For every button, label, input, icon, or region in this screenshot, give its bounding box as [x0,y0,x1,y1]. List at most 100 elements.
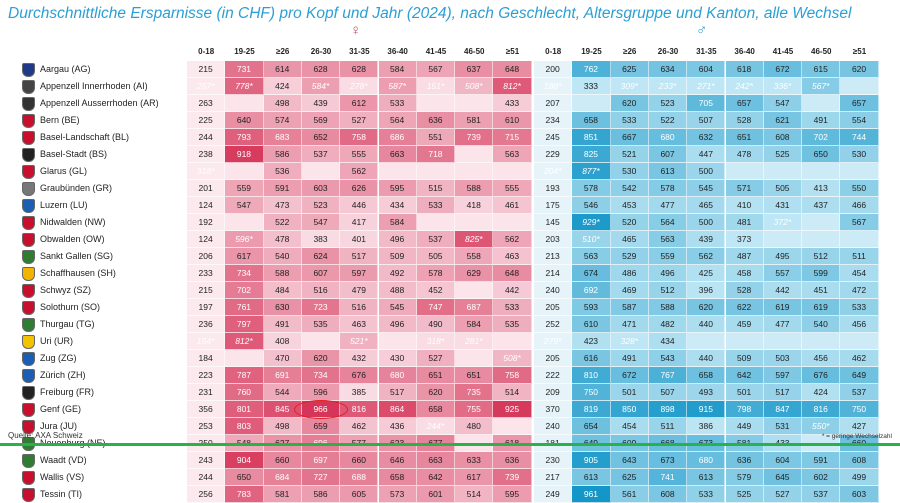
value-cell-male: 500 [687,163,726,180]
value-cell-male: 410 [725,197,764,214]
value-cell-female: 408 [263,333,302,350]
value-cell-female: 562 [493,231,532,248]
value-cell-male: 680 [648,129,688,146]
value-cell-female: 636 [416,112,456,129]
canton-crest-icon [22,249,35,264]
value-cell-male: 449 [725,418,764,435]
value-cell-male: 205 [534,350,573,367]
bottom-accent-line [0,443,900,446]
value-cell-male: 651 [725,129,764,146]
value-cell-female: 584 [378,61,417,78]
value-cell-male: 816 [802,401,841,418]
value-cell-male: 204* [534,163,573,180]
value-cell-male: 213 [534,248,573,265]
value-cell-male: 642 [725,367,764,384]
canton-label: Luzern (LU) [40,200,88,210]
value-cell-female: 516 [340,299,379,316]
value-cell-male: 328* [610,333,649,350]
value-cell-female: 496 [378,316,417,333]
canton-crest-icon [22,317,35,332]
value-cell-female: 761 [225,299,264,316]
value-cell-female: 734 [225,265,264,282]
value-cell-male: 559 [648,248,688,265]
value-cell-male: 672 [610,367,649,384]
value-cell-male: 336* [763,78,803,95]
value-cell-female [455,214,494,231]
value-cell-male: 680 [687,452,726,469]
value-cell-male: 462 [840,350,879,367]
value-cell-male: 579 [725,469,764,486]
value-cell-female: 607 [301,265,341,282]
value-cell-male: 469 [610,282,649,299]
value-cell-female: 154* [187,333,226,350]
value-cell-female [455,282,494,299]
value-cell-male: 543 [648,350,688,367]
value-cell-male: 458 [725,265,764,282]
value-cell-female [416,214,456,231]
value-cell-male: 309* [610,78,649,95]
value-cell-male [763,163,803,180]
value-cell-female: 778* [225,78,264,95]
value-cell-male: 533 [610,112,649,129]
value-cell-female: 491 [263,316,302,333]
value-cell-male: 245 [534,129,573,146]
value-cell-female [493,333,532,350]
value-cell-male: 252 [534,316,573,333]
column-header-male: 26-30 [657,47,679,56]
column-header-male: 46-50 [811,47,832,56]
value-cell-female: 492 [378,265,417,282]
value-cell-female: 803 [225,418,264,435]
value-cell-female: 760 [225,384,264,401]
value-cell-male: 145 [534,214,573,231]
value-cell-female: 597 [340,265,379,282]
value-cell-female: 430 [378,350,417,367]
value-cell-male: 705 [687,95,726,112]
value-cell-male: 482 [648,316,688,333]
value-cell-female: 683 [263,129,302,146]
value-cell-male: 961 [572,486,611,503]
value-cell-female: 433 [493,95,532,112]
canton-label: Obwalden (OW) [40,234,105,244]
value-cell-male: 877* [572,163,611,180]
value-cell-female: 591 [263,180,302,197]
value-cell-female: 434 [378,197,417,214]
value-cell-female: 584 [378,214,417,231]
value-cell-male: 517 [763,384,803,401]
value-cell-female: 523 [301,197,341,214]
value-cell-female: 533 [378,95,417,112]
canton-crest-icon [22,181,35,196]
canton-crest-icon [22,402,35,417]
value-cell-female: 595 [378,180,417,197]
value-cell-male: 423 [572,333,611,350]
value-cell-male: 593 [572,299,611,316]
value-cell-male: 440 [687,350,726,367]
value-cell-male: 622 [725,299,764,316]
value-cell-male [725,333,764,350]
value-cell-female: 545 [378,299,417,316]
value-cell-male: 456 [802,350,841,367]
value-cell-male: 501 [610,384,649,401]
value-cell-male: 487 [725,248,764,265]
value-cell-male: 744 [840,129,879,146]
value-cell-female: 505 [416,248,456,265]
value-cell-male: 608 [648,486,688,503]
canton-label: Glarus (GL) [40,166,88,176]
value-cell-male: 533 [840,299,879,316]
value-cell-male: 424 [802,384,841,401]
value-cell-female: 442 [493,282,532,299]
value-cell-male: 741 [648,469,688,486]
value-cell-female: 584 [455,316,494,333]
value-cell-male: 447 [687,146,726,163]
value-cell-male: 427 [840,418,879,435]
value-cell-female [493,163,532,180]
value-cell-male: 634 [648,61,688,78]
value-cell-male: 493 [687,384,726,401]
value-cell-female: 243 [187,452,226,469]
value-cell-female: 731 [225,61,264,78]
value-cell-female: 215 [187,282,226,299]
value-cell-female: 197 [187,299,226,316]
value-cell-female: 424 [263,78,302,95]
value-cell-male: 591 [802,452,841,469]
value-cell-female: 663 [416,452,456,469]
value-cell-female: 318* [187,163,226,180]
